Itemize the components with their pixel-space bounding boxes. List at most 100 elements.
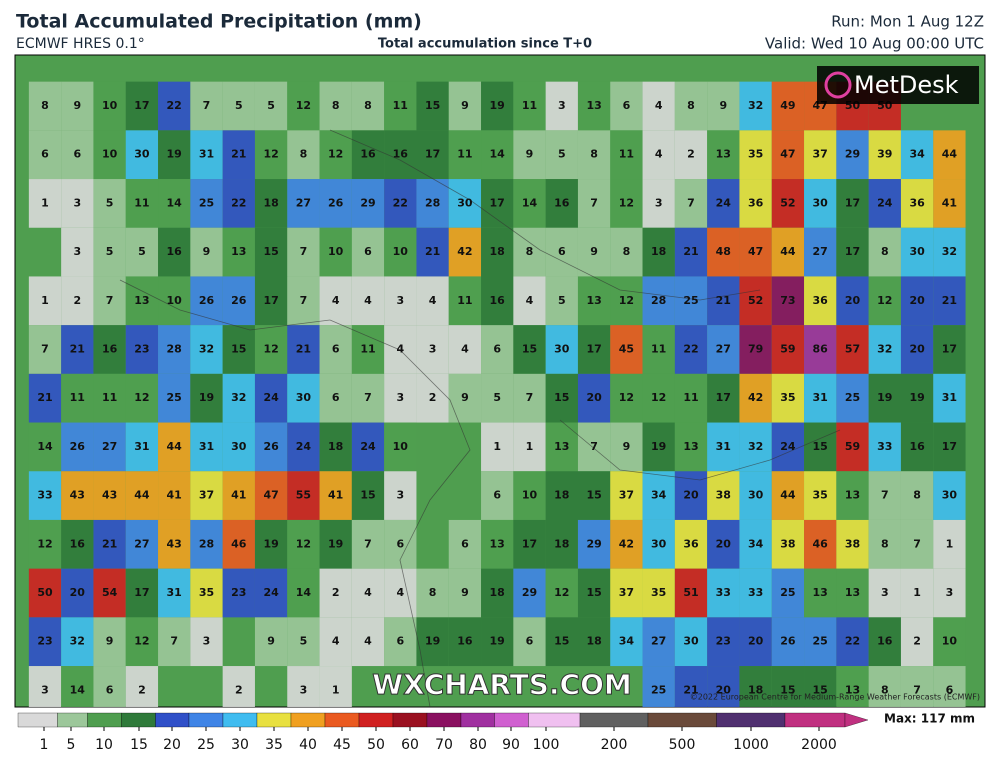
model: ECMWF HRES 0.1° xyxy=(16,36,145,52)
precip-value: 12 xyxy=(619,294,634,307)
precip-value: 4 xyxy=(332,635,340,648)
precip-value: 6 xyxy=(73,148,81,161)
precip-value: 29 xyxy=(845,148,860,161)
precip-cell xyxy=(61,325,94,374)
colorbar-segment xyxy=(716,712,786,728)
precip-cell xyxy=(900,227,934,277)
precip-value: 6 xyxy=(41,148,49,161)
precip-value: 16 xyxy=(360,148,376,161)
precip-value: 15 xyxy=(554,391,569,404)
precip-cell xyxy=(674,617,708,667)
precip-cell xyxy=(577,179,611,228)
precip-value: 32 xyxy=(942,245,957,258)
precip-cell xyxy=(158,373,191,423)
precip-cell xyxy=(351,227,385,277)
precip-value: 6 xyxy=(396,635,404,648)
precip-value: 8 xyxy=(881,537,889,550)
precip-cell xyxy=(28,81,62,131)
precip-value: 26 xyxy=(263,440,279,453)
precip-value: 20 xyxy=(716,683,732,696)
precip-cell xyxy=(642,325,675,374)
precip-cell xyxy=(739,130,772,180)
precip-value: 47 xyxy=(780,148,795,161)
precip-cell xyxy=(674,325,708,374)
precip-cell xyxy=(674,81,708,131)
precip-cell xyxy=(577,422,611,472)
precip-value: 51 xyxy=(683,586,698,599)
precip-cell xyxy=(900,422,934,472)
precip-value: 17 xyxy=(942,343,957,356)
precip-value: 19 xyxy=(909,391,924,404)
precip-cell xyxy=(222,81,255,131)
precip-cell xyxy=(933,373,966,423)
precip-cell xyxy=(93,471,126,520)
precip-value: 8 xyxy=(623,245,631,258)
precip-cell xyxy=(158,81,191,131)
precip-cell xyxy=(222,471,255,520)
precip-value: 28 xyxy=(167,343,182,356)
precip-value: 15 xyxy=(780,683,795,696)
precip-value: 19 xyxy=(167,148,182,161)
precip-value: 20 xyxy=(909,343,925,356)
precip-value: 20 xyxy=(845,294,861,307)
precip-cell xyxy=(319,519,352,569)
precip-cell xyxy=(222,568,255,618)
precip-value: 25 xyxy=(651,683,666,696)
precip-value: 14 xyxy=(490,148,506,161)
precip-value: 15 xyxy=(586,489,601,502)
precip-cell xyxy=(28,471,62,520)
precip-cell xyxy=(61,179,94,228)
precip-value: 18 xyxy=(263,196,278,209)
precip-value: 9 xyxy=(461,99,469,112)
precip-cell xyxy=(868,276,901,326)
precip-cell xyxy=(254,130,288,180)
precip-cell xyxy=(836,179,869,228)
precip-cell xyxy=(836,130,869,180)
precip-cell xyxy=(642,130,675,180)
precip-value: 4 xyxy=(655,148,663,161)
precip-cell xyxy=(351,179,385,228)
precip-value: 17 xyxy=(134,586,149,599)
precip-value: 7 xyxy=(300,245,308,258)
precip-value: 12 xyxy=(619,196,634,209)
precip-cell xyxy=(125,422,159,472)
precip-value: 19 xyxy=(490,99,505,112)
precip-value: 19 xyxy=(651,440,666,453)
precip-cell xyxy=(836,471,869,520)
precip-cell xyxy=(222,179,255,228)
precip-cell xyxy=(513,227,546,277)
colorbar-label: 40 xyxy=(299,737,317,753)
watermark: WXCHARTS.COM xyxy=(372,668,632,701)
precip-cell xyxy=(610,519,643,569)
precip-value: 41 xyxy=(328,489,343,502)
precip-value: 27 xyxy=(716,343,731,356)
precip-cell xyxy=(287,422,320,472)
precip-value: 1 xyxy=(332,683,340,696)
precip-cell xyxy=(836,568,869,618)
precip-value: 21 xyxy=(942,294,957,307)
precip-value: 28 xyxy=(425,196,440,209)
precip-value: 2 xyxy=(332,586,340,599)
precip-value: 20 xyxy=(586,391,602,404)
precip-value: 17 xyxy=(263,294,278,307)
precip-cell xyxy=(513,568,546,618)
colorbar-segment xyxy=(784,712,846,728)
precip-cell xyxy=(707,227,740,277)
precip-cell xyxy=(190,179,223,228)
precip-value: 27 xyxy=(134,537,149,550)
precip-cell xyxy=(836,666,869,707)
precip-cell xyxy=(868,325,901,374)
precip-value: 49 xyxy=(780,99,795,112)
precip-value: 43 xyxy=(167,537,182,550)
colorbar-label: 60 xyxy=(401,737,419,753)
colorbar-label: 1 xyxy=(40,737,49,753)
precip-value: 30 xyxy=(813,196,829,209)
colorbar-label: 80 xyxy=(469,737,487,753)
precip-cell xyxy=(384,617,417,667)
precip-value: 7 xyxy=(364,391,372,404)
precip-cell xyxy=(545,568,578,618)
precip-cell xyxy=(868,568,901,618)
precip-value: 30 xyxy=(134,148,150,161)
precip-cell xyxy=(351,373,385,423)
precip-cell xyxy=(319,471,352,520)
